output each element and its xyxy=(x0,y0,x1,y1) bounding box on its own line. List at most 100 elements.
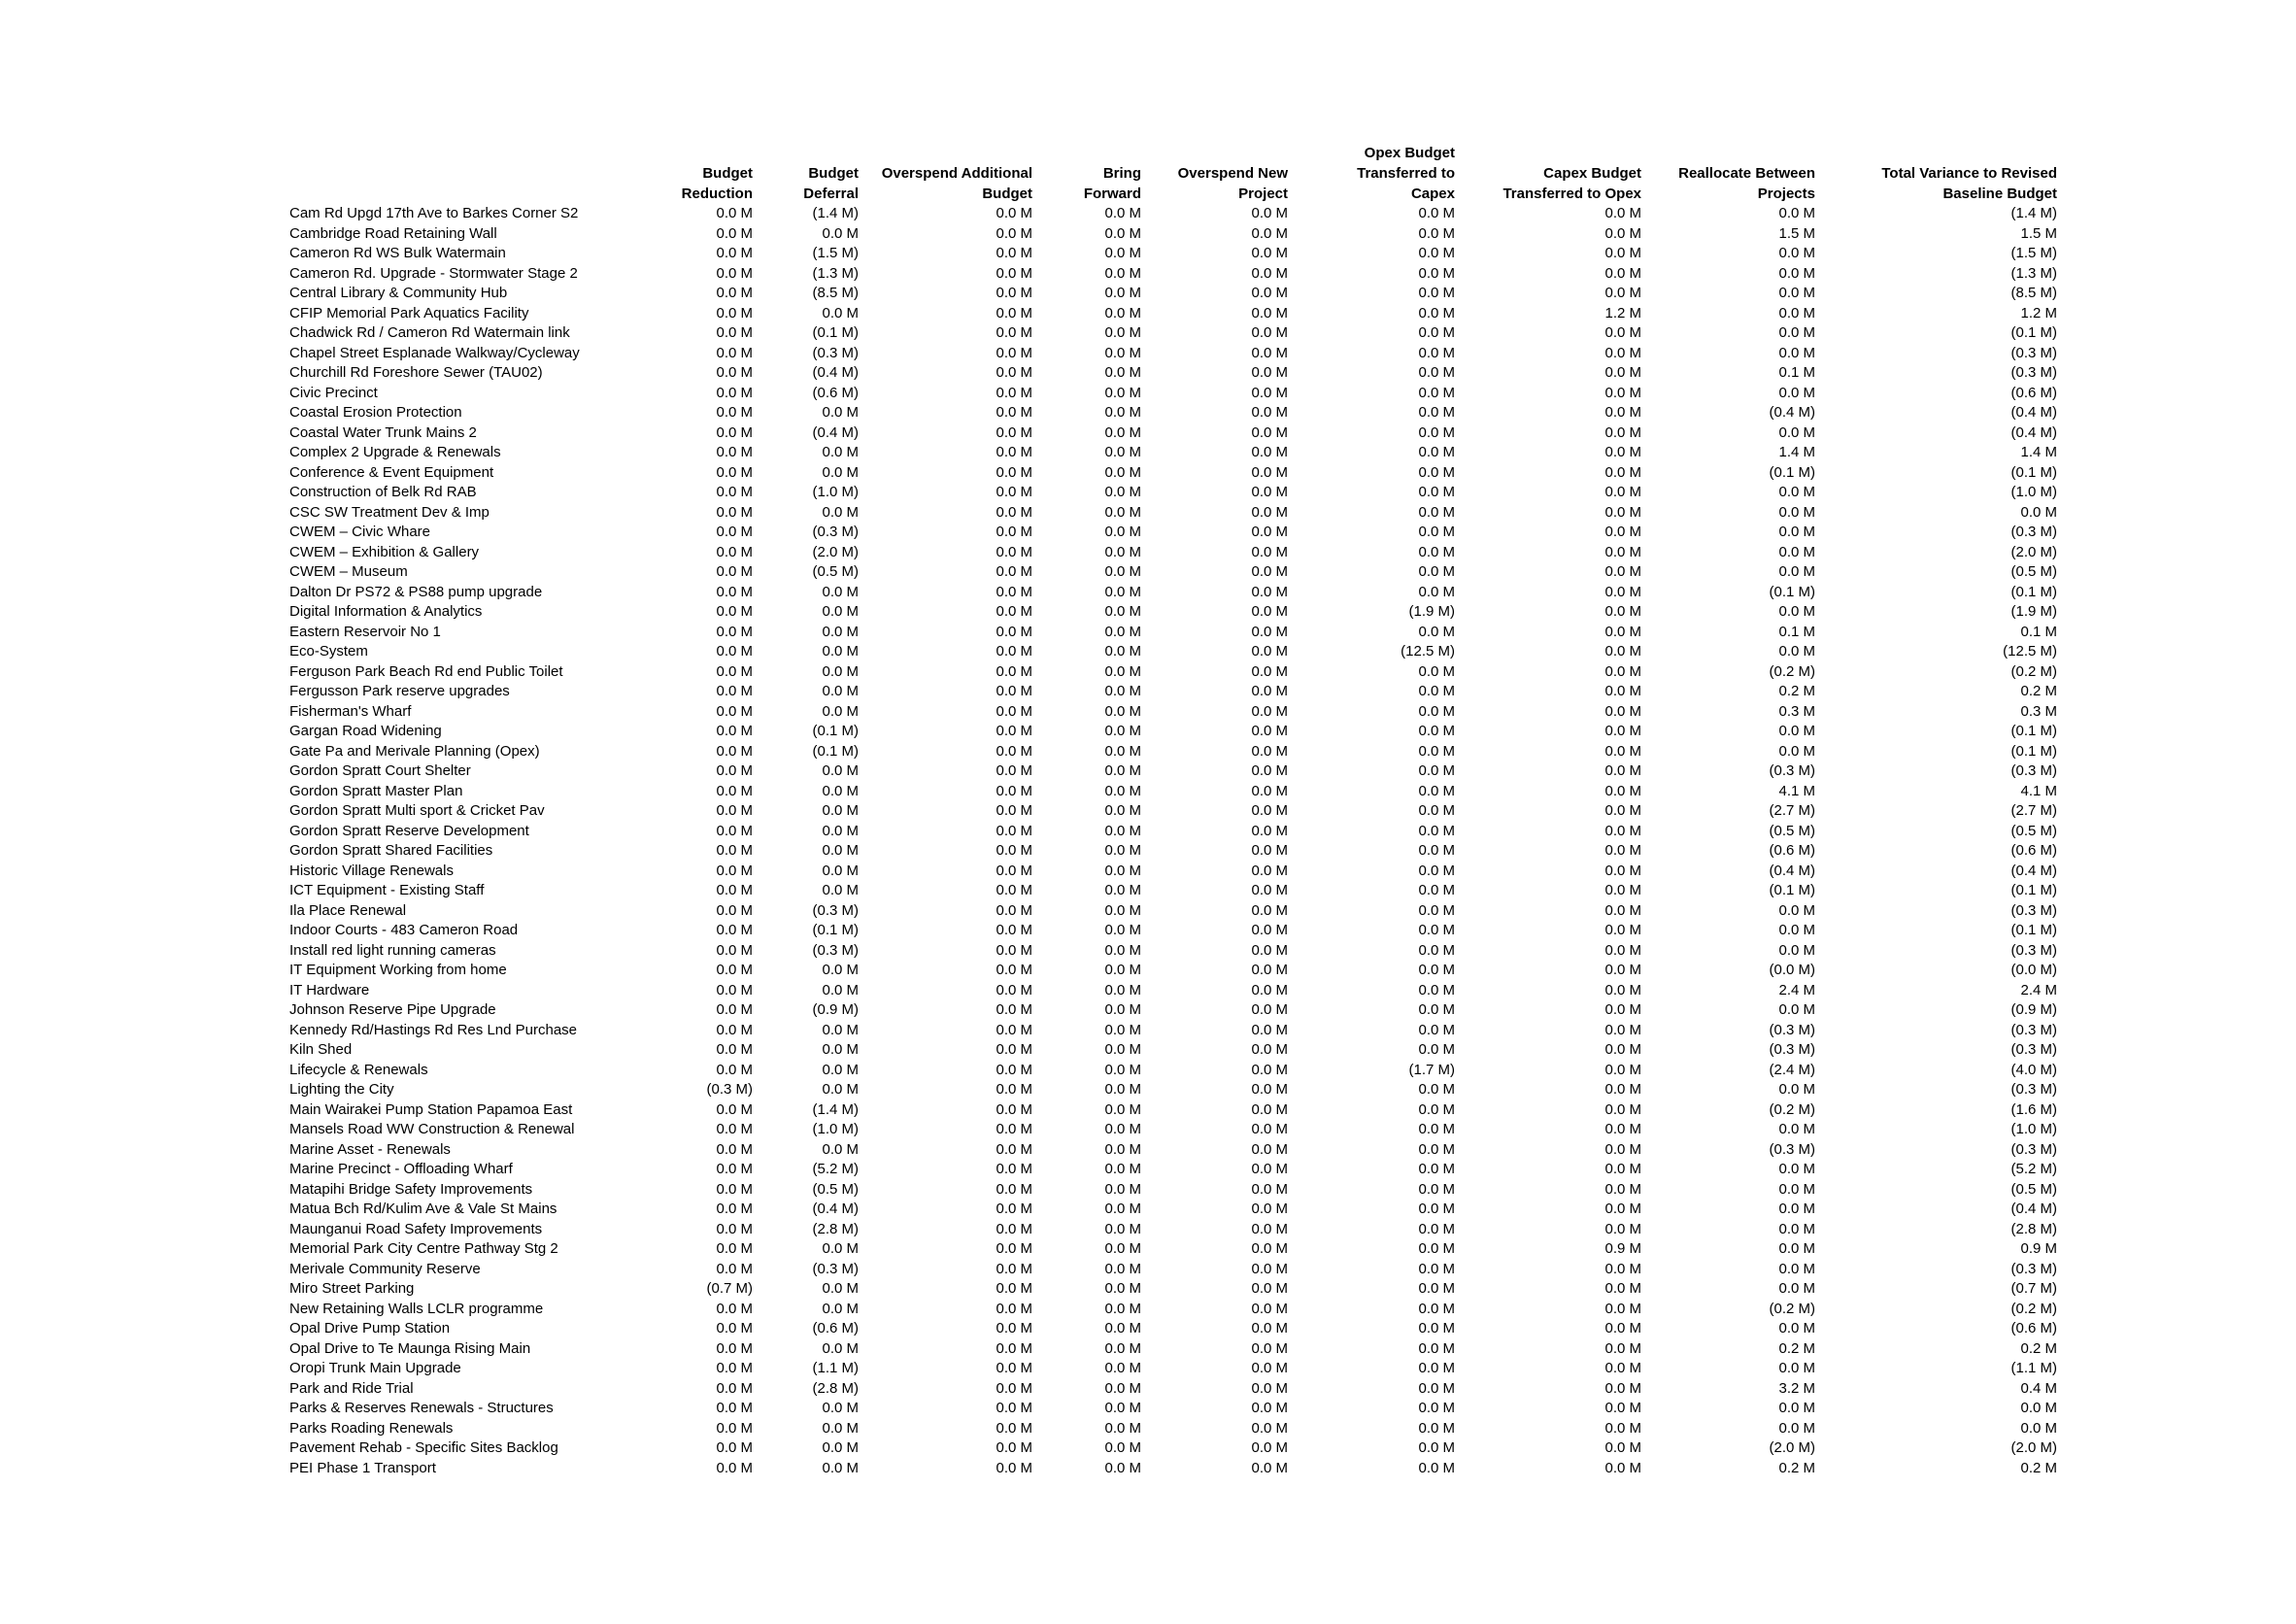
cell-opex-to-capex: 0.0 M xyxy=(1418,324,1455,341)
project-name: Dalton Dr PS72 & PS88 pump upgrade xyxy=(289,583,543,600)
project-name: Cambridge Road Retaining Wall xyxy=(289,224,497,242)
cell-overspend-additional-budget: 0.0 M xyxy=(996,683,1032,699)
cell-budget-reduction: 0.0 M xyxy=(716,603,753,620)
project-name: CSC SW Treatment Dev & Imp xyxy=(289,503,490,521)
cell-overspend-additional-budget: 0.0 M xyxy=(996,1419,1032,1437)
cell-total-variance: (0.0 M) xyxy=(2010,962,2057,978)
cell-overspend-new-project: 0.0 M xyxy=(1251,1320,1288,1336)
cell-budget-reduction: 0.0 M xyxy=(716,1439,753,1456)
cell-bring-forward: 0.0 M xyxy=(1104,364,1141,381)
cell-overspend-new-project: 0.0 M xyxy=(1251,662,1288,680)
cell-capex-to-opex: 0.0 M xyxy=(1604,1379,1641,1397)
column-header-line: Project xyxy=(1238,186,1288,202)
project-name: Chadwick Rd / Cameron Rd Watermain link xyxy=(289,324,570,341)
cell-budget-reduction: 0.0 M xyxy=(716,285,753,301)
cell-reallocate-between-projects: 0.0 M xyxy=(1778,543,1815,560)
column-header-line: Budget xyxy=(982,186,1032,202)
cell-budget-reduction: 0.0 M xyxy=(716,1339,753,1357)
cell-budget-reduction: 0.0 M xyxy=(716,344,753,361)
cell-total-variance: (0.1 M) xyxy=(2010,922,2057,938)
cell-budget-deferral: 0.0 M xyxy=(822,444,859,460)
cell-opex-to-capex: 0.0 M xyxy=(1418,1379,1455,1397)
cell-opex-to-capex: 0.0 M xyxy=(1418,423,1455,441)
cell-overspend-new-project: 0.0 M xyxy=(1251,1041,1288,1058)
cell-total-variance: (0.3 M) xyxy=(2010,1081,2057,1098)
cell-overspend-additional-budget: 0.0 M xyxy=(996,1140,1032,1158)
cell-overspend-additional-budget: 0.0 M xyxy=(996,742,1032,760)
cell-reallocate-between-projects: 4.1 M xyxy=(1778,782,1815,799)
cell-budget-reduction: 0.0 M xyxy=(716,1220,753,1237)
table-row: Coastal Erosion Protection 0.0 M 0.0 M 0.0 … xyxy=(0,403,2296,423)
project-name: Gordon Spratt Multi sport & Cricket Pav xyxy=(289,802,545,819)
cell-bring-forward: 0.0 M xyxy=(1104,503,1141,521)
cell-bring-forward: 0.0 M xyxy=(1104,603,1141,620)
table-row: Gordon Spratt Reserve Development 0.0 M 0.… xyxy=(0,822,2296,842)
cell-overspend-new-project: 0.0 M xyxy=(1251,444,1288,460)
cell-total-variance: 0.2 M xyxy=(2020,1339,2057,1357)
cell-bring-forward: 0.0 M xyxy=(1104,842,1141,859)
project-name: PEI Phase 1 Transport xyxy=(289,1459,436,1476)
cell-reallocate-between-projects: (0.2 M) xyxy=(1769,1100,1815,1118)
cell-total-variance: (8.5 M) xyxy=(2010,285,2057,301)
cell-capex-to-opex: 0.0 M xyxy=(1604,962,1641,978)
cell-budget-reduction: 0.0 M xyxy=(716,1021,753,1038)
cell-budget-deferral: (1.3 M) xyxy=(812,264,859,282)
cell-overspend-additional-budget: 0.0 M xyxy=(996,782,1032,799)
cell-total-variance: (2.0 M) xyxy=(2010,1439,2057,1456)
cell-total-variance: (0.5 M) xyxy=(2010,1180,2057,1198)
column-header-line: Opex Budget xyxy=(1364,145,1455,161)
project-name: Civic Precinct xyxy=(289,384,378,401)
cell-capex-to-opex: 0.0 M xyxy=(1604,524,1641,540)
cell-capex-to-opex: 0.0 M xyxy=(1604,662,1641,680)
cell-overspend-additional-budget: 0.0 M xyxy=(996,802,1032,819)
cell-bring-forward: 0.0 M xyxy=(1104,1360,1141,1376)
cell-reallocate-between-projects: 0.0 M xyxy=(1778,941,1815,959)
cell-capex-to-opex: 0.0 M xyxy=(1604,1300,1641,1317)
table-row: Eco-System 0.0 M 0.0 M 0.0 M 0.0 M 0.0 M (12.5… xyxy=(0,642,2296,662)
cell-budget-reduction: 0.0 M xyxy=(716,245,753,261)
cell-reallocate-between-projects: 0.0 M xyxy=(1778,1201,1815,1217)
project-name: Gate Pa and Merivale Planning (Opex) xyxy=(289,742,540,760)
table-row: Eastern Reservoir No 1 0.0 M 0.0 M 0.0 M 0.0… xyxy=(0,623,2296,643)
cell-bring-forward: 0.0 M xyxy=(1104,742,1141,760)
cell-bring-forward: 0.0 M xyxy=(1104,901,1141,919)
cell-bring-forward: 0.0 M xyxy=(1104,304,1141,321)
cell-budget-deferral: (0.5 M) xyxy=(812,1180,859,1198)
cell-reallocate-between-projects: 0.2 M xyxy=(1778,683,1815,699)
cell-capex-to-opex: 0.0 M xyxy=(1604,922,1641,938)
cell-overspend-new-project: 0.0 M xyxy=(1251,742,1288,760)
table-row: IT Equipment Working from home 0.0 M 0.0 M… xyxy=(0,961,2296,981)
cell-budget-deferral: (2.0 M) xyxy=(812,543,859,560)
cell-budget-deferral: 0.0 M xyxy=(822,1140,859,1158)
cell-overspend-additional-budget: 0.0 M xyxy=(996,423,1032,441)
table-row: Install red light running cameras 0.0 M (0… xyxy=(0,941,2296,962)
project-name: Ila Place Renewal xyxy=(289,901,407,919)
cell-overspend-additional-budget: 0.0 M xyxy=(996,1360,1032,1376)
cell-opex-to-capex: 0.0 M xyxy=(1418,245,1455,261)
cell-budget-deferral: (0.1 M) xyxy=(812,742,859,760)
cell-opex-to-capex: 0.0 M xyxy=(1418,922,1455,938)
cell-capex-to-opex: 0.0 M xyxy=(1604,862,1641,879)
cell-capex-to-opex: 0.0 M xyxy=(1604,324,1641,341)
cell-budget-reduction: 0.0 M xyxy=(716,1360,753,1376)
cell-overspend-new-project: 0.0 M xyxy=(1251,1220,1288,1237)
project-name: Pavement Rehab - Specific Sites Backlog xyxy=(289,1439,558,1456)
cell-overspend-additional-budget: 0.0 M xyxy=(996,981,1032,998)
cell-bring-forward: 0.0 M xyxy=(1104,205,1141,221)
cell-reallocate-between-projects: (0.3 M) xyxy=(1769,1021,1815,1038)
project-name: Central Library & Community Hub xyxy=(289,285,508,301)
cell-budget-deferral: 0.0 M xyxy=(822,962,859,978)
cell-bring-forward: 0.0 M xyxy=(1104,1021,1141,1038)
cell-opex-to-capex: 0.0 M xyxy=(1418,285,1455,301)
cell-overspend-additional-budget: 0.0 M xyxy=(996,1061,1032,1078)
cell-overspend-additional-budget: 0.0 M xyxy=(996,264,1032,282)
cell-overspend-additional-budget: 0.0 M xyxy=(996,1379,1032,1397)
table-row: Kiln Shed 0.0 M 0.0 M 0.0 M 0.0 M 0.0 M 0.0 M 0… xyxy=(0,1040,2296,1061)
project-name: Eco-System xyxy=(289,643,368,660)
table-row: Conference & Event Equipment 0.0 M 0.0 M 0.… xyxy=(0,463,2296,484)
cell-budget-deferral: 0.0 M xyxy=(822,842,859,859)
cell-overspend-additional-budget: 0.0 M xyxy=(996,1280,1032,1297)
cell-bring-forward: 0.0 M xyxy=(1104,762,1141,779)
cell-overspend-new-project: 0.0 M xyxy=(1251,404,1288,421)
cell-overspend-new-project: 0.0 M xyxy=(1251,922,1288,938)
